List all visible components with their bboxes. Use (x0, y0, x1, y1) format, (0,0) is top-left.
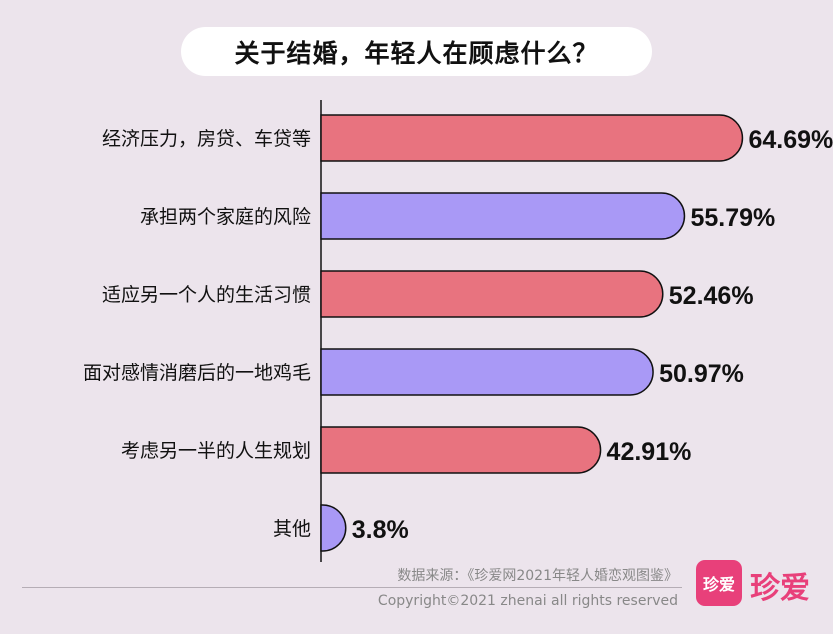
bar-4 (320, 426, 602, 474)
value-label-2: 52.46% (669, 282, 754, 310)
category-label-2: 适应另一个人的生活习惯 (102, 284, 311, 306)
category-label-0: 经济压力，房贷、车贷等 (102, 128, 311, 150)
value-label-3: 50.97% (659, 360, 744, 388)
category-label-1: 承担两个家庭的风险 (140, 206, 311, 228)
data-source-note: 数据来源：《珍爱网2021年轻人婚恋观图鉴》 (397, 568, 678, 584)
copyright-note: Copyright©2021 zhenai all rights reserve… (377, 593, 678, 609)
bar-5 (320, 504, 347, 552)
brand-logo-badge: 珍爱 (696, 560, 742, 606)
bar-1 (320, 192, 686, 240)
value-label-0: 64.69% (748, 126, 833, 154)
category-label-5: 其他 (273, 518, 311, 540)
value-label-5: 3.8% (352, 516, 409, 544)
brand-logo-text: 珍爱 (750, 571, 810, 606)
bar-2 (320, 270, 664, 318)
chart-title: 关于结婚，年轻人在顾虑什么？ (181, 27, 652, 76)
category-label-3: 面对感情消磨后的一地鸡毛 (83, 362, 311, 384)
value-label-4: 42.91% (607, 438, 692, 466)
bar-3 (320, 348, 654, 396)
footer-divider (22, 587, 682, 588)
category-label-4: 考虑另一半的人生规划 (121, 440, 311, 462)
value-label-1: 55.79% (690, 204, 775, 232)
bar-0 (320, 114, 744, 162)
